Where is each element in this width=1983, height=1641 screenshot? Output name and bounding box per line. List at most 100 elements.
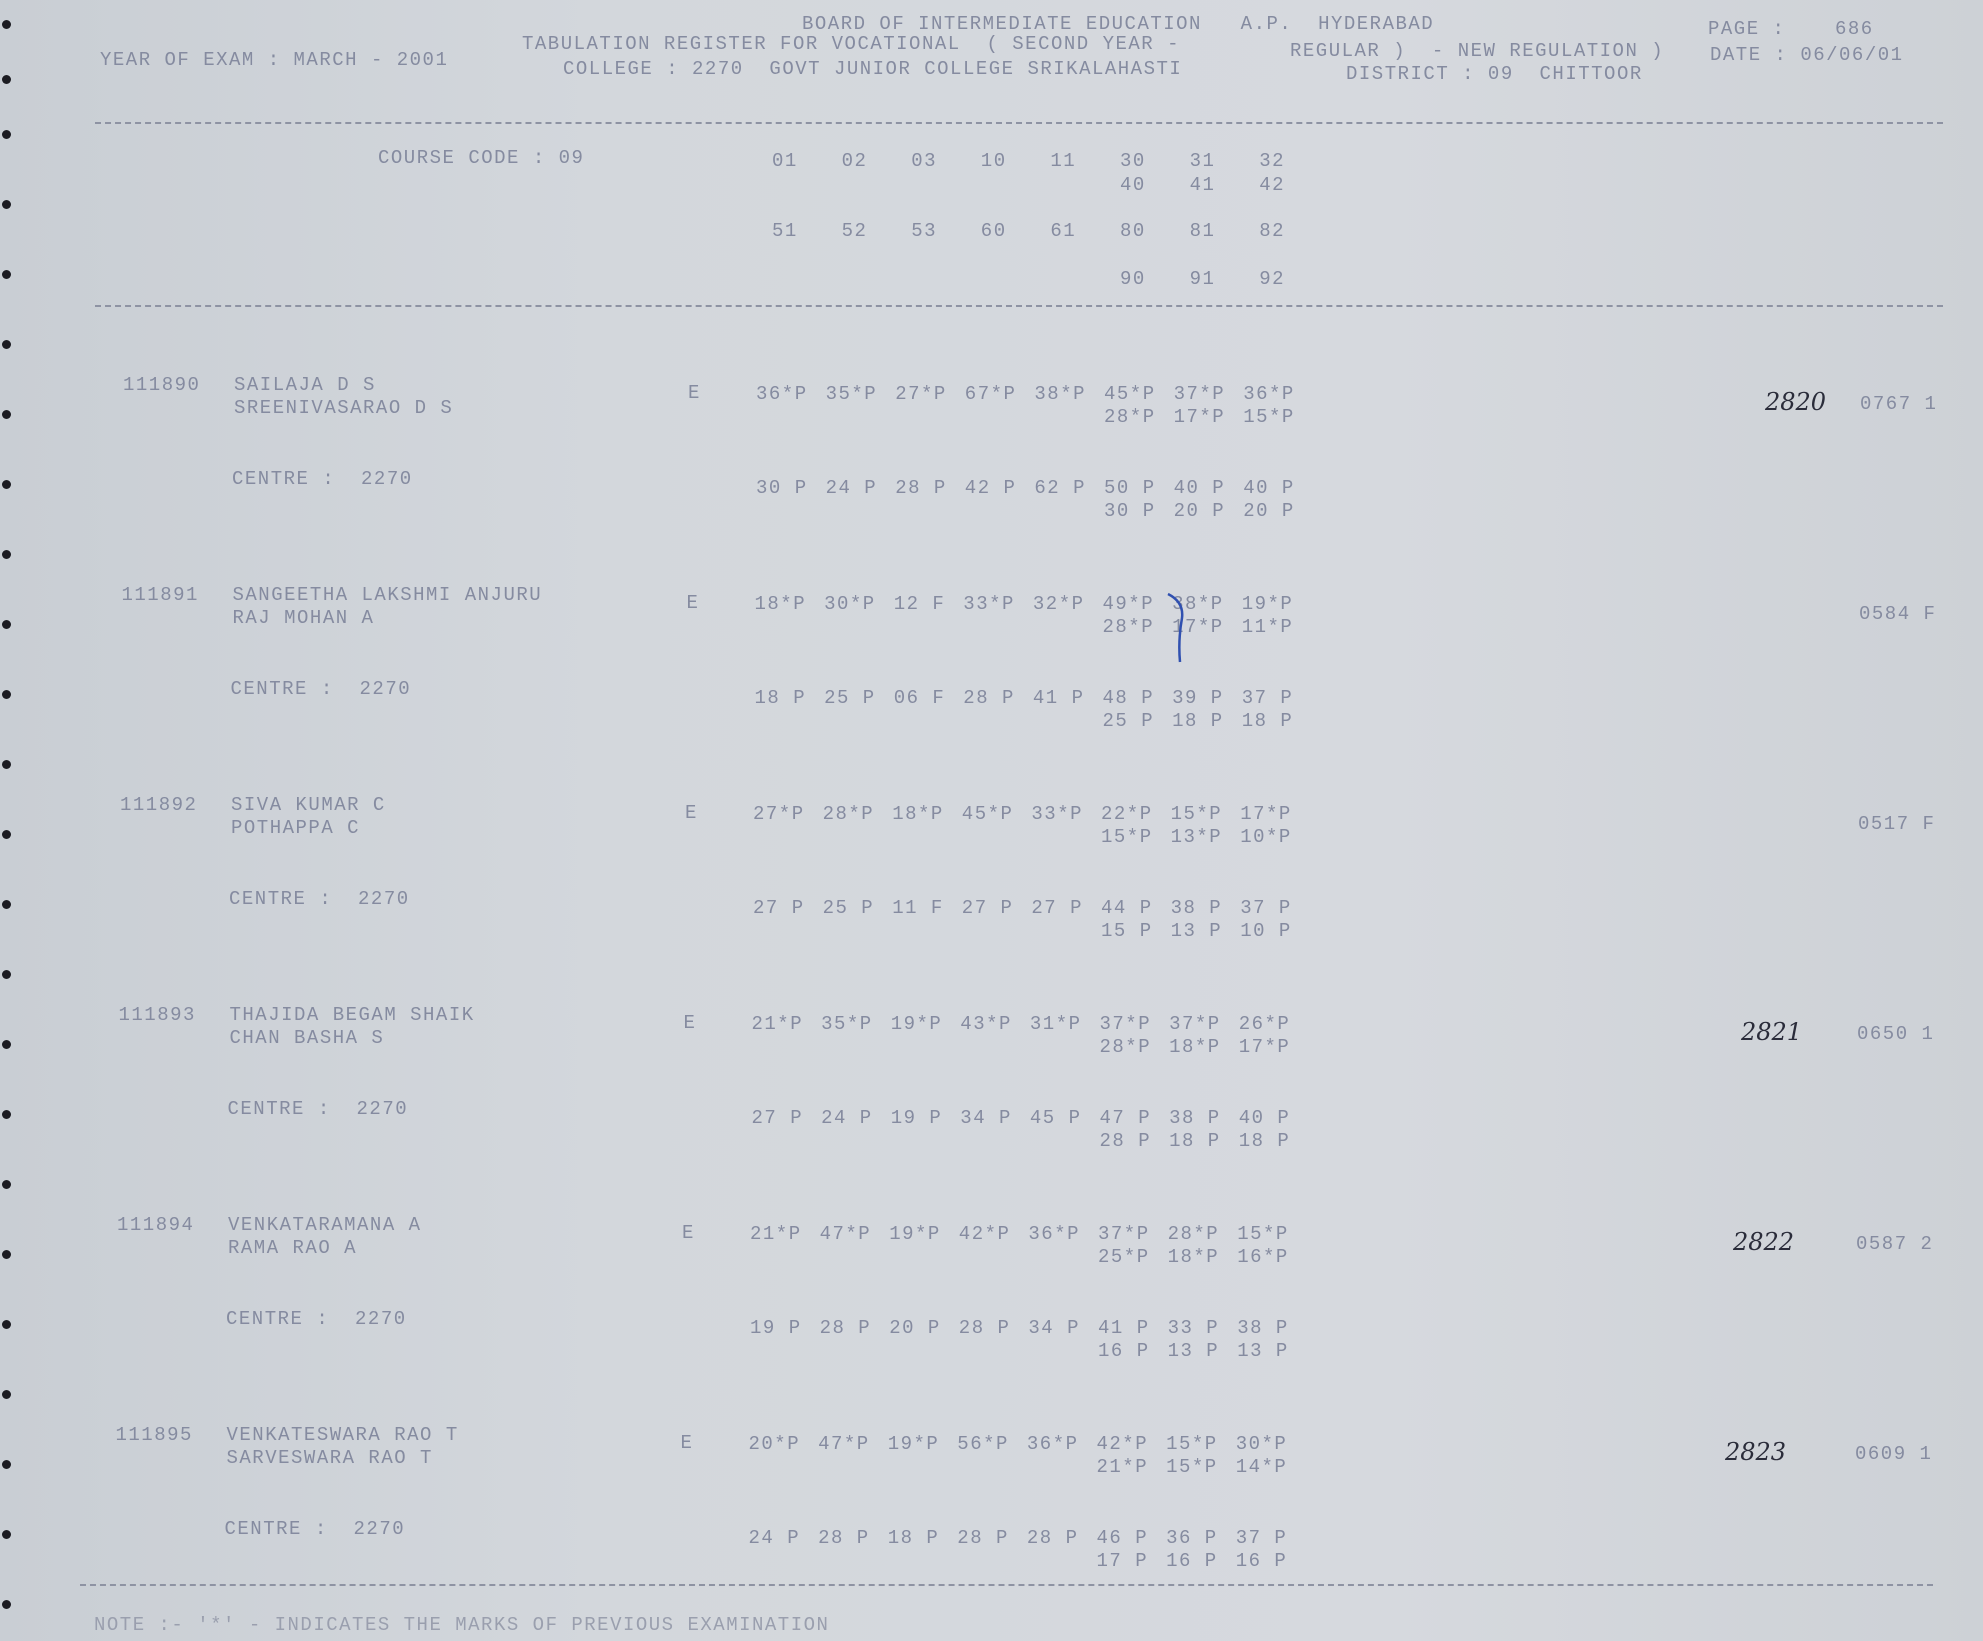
current-mark: 19 P	[890, 1107, 943, 1129]
current-mark: 28 P	[1026, 1527, 1079, 1549]
centre: CENTRE : 2270	[232, 468, 413, 490]
current-mark: 18 P	[1241, 710, 1294, 732]
previous-mark: 15*P	[1166, 1456, 1218, 1478]
subject-code: 52	[841, 220, 868, 242]
previous-mark: 28*P	[1104, 406, 1156, 428]
current-mark: 48 P	[1102, 687, 1155, 709]
current-mark: 28 P	[957, 1527, 1009, 1549]
parent-name: SARVESWARA RAO T	[226, 1447, 433, 1469]
subject-code: 01	[772, 150, 798, 172]
parent-name: RAMA RAO A	[228, 1237, 358, 1259]
current-mark: 24 P	[825, 477, 878, 499]
current-mark: 16 P	[1166, 1550, 1218, 1572]
previous-mark: 47*P	[819, 1223, 872, 1245]
student-name: VENKATESWARA RAO T	[226, 1424, 459, 1446]
current-mark: 44 P	[1101, 897, 1153, 919]
current-mark: 46 P	[1096, 1527, 1149, 1549]
current-mark: 27 P	[1031, 897, 1083, 919]
previous-mark: 47*P	[818, 1433, 870, 1455]
centre: CENTRE : 2270	[227, 1098, 409, 1120]
previous-mark: 21*P	[750, 1223, 802, 1245]
current-mark: 28 P	[958, 1317, 1011, 1339]
previous-mark: 19*P	[1241, 593, 1294, 615]
previous-mark: 35*P	[825, 383, 878, 405]
subject-code: 81	[1189, 220, 1216, 242]
subject-code: 91	[1189, 268, 1216, 290]
previous-mark: 37*P	[1173, 383, 1226, 405]
current-mark: 47 P	[1099, 1107, 1152, 1129]
divider	[95, 305, 1943, 307]
current-mark: 13 P	[1167, 1340, 1220, 1362]
previous-mark: 30*P	[1235, 1433, 1288, 1455]
handwritten-number: 2822	[1733, 1228, 1795, 1256]
centre: CENTRE : 2270	[230, 678, 412, 700]
subject-code: 90	[1120, 268, 1146, 290]
current-mark: 13 P	[1237, 1340, 1289, 1362]
divider	[80, 1584, 1933, 1586]
current-mark: 38 P	[1169, 1107, 1221, 1129]
page-number: 686	[1835, 18, 1874, 40]
previous-mark: 19*P	[890, 1013, 943, 1035]
previous-mark: 32*P	[1032, 593, 1085, 615]
subject-code: 32	[1259, 150, 1285, 172]
current-mark: 30 P	[756, 477, 808, 499]
previous-mark: 36*P	[1026, 1433, 1079, 1455]
centre: CENTRE : 2270	[226, 1308, 407, 1330]
subject-code: 42	[1259, 174, 1285, 196]
medium: E	[683, 1012, 697, 1034]
current-mark: 37 P	[1241, 687, 1294, 709]
parent-name: CHAN BASHA S	[229, 1027, 385, 1049]
subject-code: 02	[841, 150, 868, 172]
current-mark: 20 P	[1173, 500, 1226, 522]
current-mark: 19 P	[750, 1317, 802, 1339]
current-mark: 18 P	[1238, 1130, 1291, 1152]
total-result: 0767 1	[1860, 393, 1938, 415]
previous-mark: 10*P	[1240, 826, 1292, 848]
previous-mark: 14*P	[1235, 1456, 1288, 1478]
current-mark: 24 P	[821, 1107, 873, 1129]
subject-code: 51	[772, 220, 798, 242]
student-name: VENKATARAMANA A	[228, 1214, 422, 1236]
previous-mark: 30*P	[824, 593, 876, 615]
parent-name: SREENIVASARAO D S	[234, 397, 454, 419]
college: COLLEGE : 2270 GOVT JUNIOR COLLEGE SRIKA…	[563, 58, 1183, 80]
current-mark: 36 P	[1166, 1527, 1218, 1549]
previous-mark: 35*P	[821, 1013, 873, 1035]
current-mark: 38 P	[1170, 897, 1223, 919]
previous-mark: 19*P	[887, 1433, 940, 1455]
previous-mark: 26*P	[1238, 1013, 1291, 1035]
medium: E	[688, 382, 701, 404]
previous-mark: 42*P	[958, 1223, 1011, 1245]
register-title: TABULATION REGISTER FOR VOCATIONAL ( SEC…	[522, 33, 1180, 55]
previous-mark: 18*P	[754, 593, 807, 615]
previous-mark: 17*P	[1172, 616, 1224, 638]
subject-code: 61	[1050, 220, 1077, 242]
previous-mark: 28*P	[1102, 616, 1155, 638]
previous-mark: 38*P	[1034, 383, 1086, 405]
previous-mark: 37*P	[1099, 1013, 1152, 1035]
current-mark: 16 P	[1235, 1550, 1288, 1572]
previous-mark: 43*P	[960, 1013, 1012, 1035]
roll-number: 111894	[117, 1214, 195, 1236]
current-mark: 50 P	[1104, 477, 1156, 499]
current-mark: 20 P	[889, 1317, 941, 1339]
previous-mark: 18*P	[1169, 1036, 1221, 1058]
current-mark: 33 P	[1167, 1317, 1220, 1339]
pen-mark	[1167, 592, 1184, 663]
previous-mark: 27*P	[753, 803, 805, 825]
previous-mark: 49*P	[1102, 593, 1155, 615]
current-mark: 27 P	[751, 1107, 804, 1129]
current-mark: 18 P	[1172, 710, 1224, 732]
roll-number: 111891	[121, 584, 199, 606]
page-label: PAGE :	[1708, 18, 1786, 40]
previous-mark: 36*P	[1243, 383, 1295, 405]
previous-mark: 18*P	[892, 803, 944, 825]
date: DATE : 06/06/01	[1710, 44, 1904, 66]
total-result: 0587 2	[1856, 1233, 1934, 1255]
previous-mark: 15*P	[1237, 1223, 1289, 1245]
previous-mark: 25*P	[1098, 1246, 1150, 1268]
previous-mark: 33*P	[963, 593, 1015, 615]
student-name: SANGEETHA LAKSHMI ANJURU	[232, 584, 543, 606]
previous-mark: 56*P	[957, 1433, 1009, 1455]
roll-number: 111895	[115, 1424, 193, 1446]
